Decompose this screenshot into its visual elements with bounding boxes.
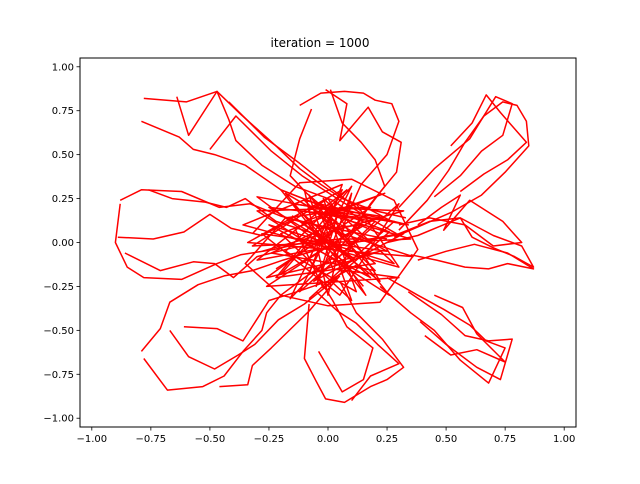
series-line-21 (143, 257, 334, 391)
series-line-11 (450, 94, 528, 193)
x-tick-label: 0.50 (435, 434, 457, 445)
series-line-26 (407, 291, 513, 381)
series-line-0 (143, 90, 393, 223)
series-line-2 (176, 90, 364, 223)
x-tick-label: 1.00 (553, 434, 575, 445)
series-line-3 (209, 115, 397, 235)
series-line-29 (317, 277, 374, 393)
series-line-35 (244, 178, 419, 307)
y-tick-label: 0.25 (52, 194, 74, 205)
series-line-13 (410, 243, 535, 270)
axes-frame (79, 57, 577, 428)
series-line-19 (148, 189, 343, 247)
y-axis-ticks: −1.00 −0.75 −0.50 −0.25 0.00 0.25 0.50 0.75 1.00 (43, 62, 80, 425)
y-tick-label: −0.25 (43, 282, 74, 293)
y-tick-label: −0.50 (43, 326, 74, 337)
series-line-27 (424, 294, 506, 363)
x-tick-label: 0.75 (494, 434, 516, 445)
series-line-14 (398, 194, 523, 247)
y-tick-label: −0.75 (43, 370, 74, 381)
y-tick-label: −1.00 (43, 414, 74, 425)
series-line-28 (303, 280, 405, 404)
series-line-5 (299, 90, 400, 243)
series-line-22 (169, 277, 338, 370)
plot-lines (114, 88, 535, 404)
series-line-10 (398, 95, 513, 208)
y-tick-label: 0.50 (52, 150, 74, 161)
x-tick-label: 0.00 (317, 434, 339, 445)
series-line-9 (393, 101, 530, 238)
series-line-7 (289, 108, 353, 270)
y-tick-label: 1.00 (52, 62, 74, 73)
series-line-24 (219, 275, 341, 388)
x-axis-ticks: −1.00 −0.75 −0.50 −0.25 0.00 0.25 0.50 0.75 1.00 (76, 427, 575, 445)
x-tick-label: −0.50 (195, 434, 226, 445)
x-tick-label: −1.00 (76, 434, 107, 445)
y-tick-label: 0.00 (52, 238, 74, 249)
x-tick-label: −0.75 (136, 434, 167, 445)
x-tick-label: 0.25 (376, 434, 398, 445)
series-line-25 (379, 276, 506, 384)
x-tick-label: −0.25 (254, 434, 285, 445)
series-line-34 (242, 183, 410, 296)
y-tick-label: 0.75 (52, 106, 74, 117)
chart-title: iteration = 1000 (271, 36, 370, 50)
series-line-12 (370, 217, 535, 268)
series-line-30 (315, 291, 400, 402)
series-line-20 (140, 248, 319, 352)
